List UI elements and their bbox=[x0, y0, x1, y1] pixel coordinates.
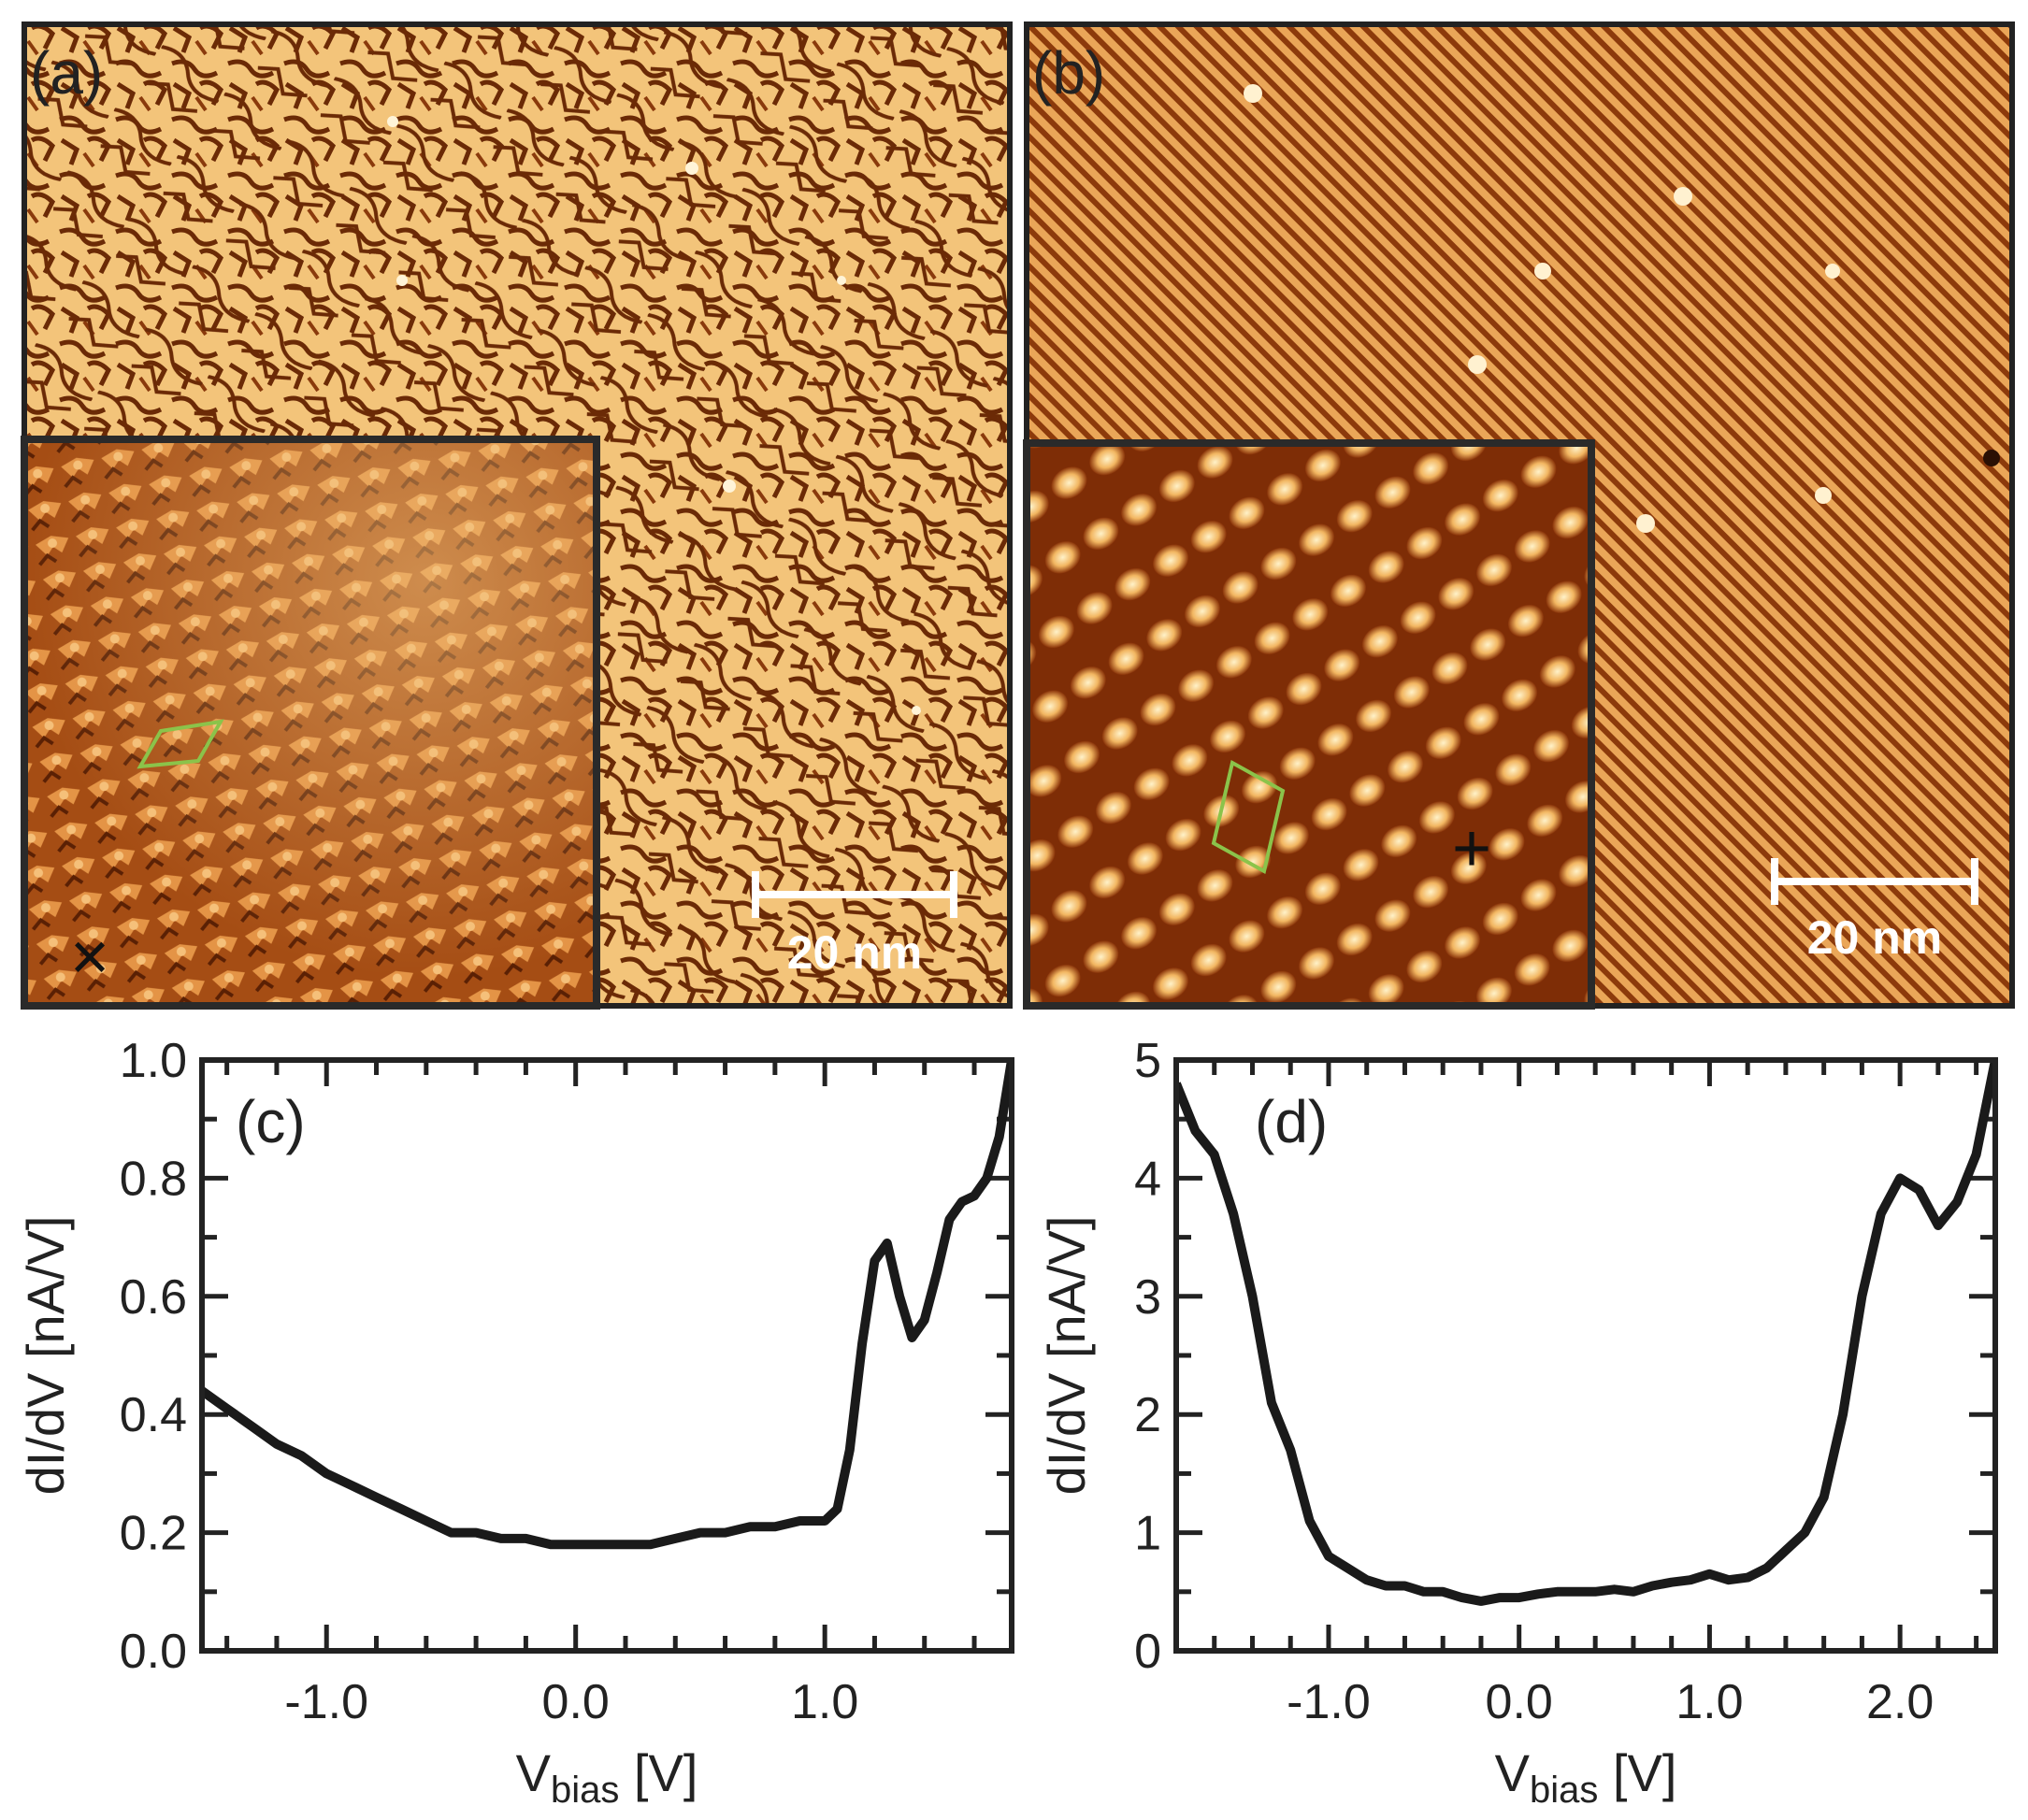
unit-cell-b bbox=[1211, 759, 1286, 875]
chart-c-xlabel: Vbias [V] bbox=[516, 1743, 698, 1811]
unit-cell-a bbox=[137, 719, 224, 769]
y-tick-label: 5 bbox=[1134, 1034, 1161, 1088]
chart-c-series-line bbox=[202, 1060, 1012, 1550]
y-tick-label: 3 bbox=[1134, 1270, 1161, 1325]
scale-bar-a-label: 20 nm bbox=[787, 926, 923, 979]
tip-position-marker-a: × bbox=[70, 920, 109, 995]
stm-inset-a: × bbox=[21, 436, 600, 1010]
scale-bar-b: 20 nm bbox=[1771, 858, 1978, 964]
x-tick-label: -1.0 bbox=[1287, 1675, 1371, 1729]
chart-d-xlabel-unit: [V] bbox=[1598, 1743, 1676, 1802]
stm-image-b: (b) + 20 nm bbox=[1023, 21, 2015, 1010]
chart-c-xlabel-unit: [V] bbox=[619, 1743, 698, 1802]
bright-adsorbates-a bbox=[387, 116, 921, 715]
chart-d-xlabel-sub: bias bbox=[1530, 1770, 1598, 1811]
chart-d-panel-label: (d) bbox=[1255, 1088, 1328, 1155]
stm-inset-b: + bbox=[1023, 439, 1595, 1010]
chart-c-panel-label: (c) bbox=[236, 1088, 306, 1155]
chart-c: -1.0 0.0 1.0 0.0 0.2 0.4 0.6 0.8 1.0 (c) dI/dV [… bbox=[16, 1034, 1014, 1811]
y-tick-label: 1.0 bbox=[120, 1034, 187, 1088]
stm-image-a: (a) × 20 nm bbox=[21, 21, 1013, 1010]
chart-c-frame bbox=[199, 1057, 1014, 1654]
x-tick-label: 1.0 bbox=[791, 1675, 858, 1729]
y-tick-label: 4 bbox=[1134, 1152, 1161, 1206]
defects-b bbox=[1244, 84, 2000, 533]
y-tick-label: 0 bbox=[1134, 1625, 1161, 1679]
inset-b-frame bbox=[1023, 439, 1595, 1010]
y-tick-label: 0.6 bbox=[120, 1270, 187, 1325]
scale-bar-b-label: 20 nm bbox=[1807, 911, 1943, 964]
y-tick-label: 0.2 bbox=[120, 1507, 187, 1561]
scale-bar-a: 20 nm bbox=[752, 871, 957, 979]
x-tick-label: 2.0 bbox=[1866, 1675, 1934, 1729]
y-tick-label: 0.8 bbox=[120, 1152, 187, 1206]
chart-d: -1.0 0.0 1.0 2.0 0 1 2 3 4 5 (d) dI/dV [nA/V] Vbi… bbox=[1037, 1034, 1998, 1811]
x-tick-label: 0.0 bbox=[542, 1675, 610, 1729]
panel-b-label: (b) bbox=[1032, 39, 1105, 107]
y-tick-label: 0.4 bbox=[120, 1388, 187, 1442]
panel-a-label: (a) bbox=[30, 39, 103, 107]
x-tick-label: 1.0 bbox=[1676, 1675, 1743, 1729]
y-tick-label: 2 bbox=[1134, 1388, 1161, 1442]
chart-c-xlabel-main: V bbox=[516, 1743, 552, 1802]
chart-d-frame bbox=[1173, 1057, 1998, 1654]
chart-c-ticks: -1.0 0.0 1.0 0.0 0.2 0.4 0.6 0.8 1.0 bbox=[120, 1034, 1012, 1729]
chart-d-ylabel: dI/dV [nA/V] bbox=[1037, 1216, 1096, 1496]
y-tick-label: 1 bbox=[1134, 1507, 1161, 1561]
chart-d-xlabel-main: V bbox=[1495, 1743, 1531, 1802]
chart-d-series-line bbox=[1176, 1060, 1995, 1606]
x-tick-label: 0.0 bbox=[1486, 1675, 1553, 1729]
tip-position-marker-b: + bbox=[1452, 811, 1491, 886]
chart-c-ylabel: dI/dV [nA/V] bbox=[16, 1216, 75, 1496]
chart-d-xlabel: Vbias [V] bbox=[1495, 1743, 1677, 1811]
x-tick-label: -1.0 bbox=[284, 1675, 368, 1729]
inset-a-frame bbox=[21, 436, 600, 1010]
chart-c-xlabel-sub: bias bbox=[551, 1770, 619, 1811]
y-tick-label: 0.0 bbox=[120, 1625, 187, 1679]
